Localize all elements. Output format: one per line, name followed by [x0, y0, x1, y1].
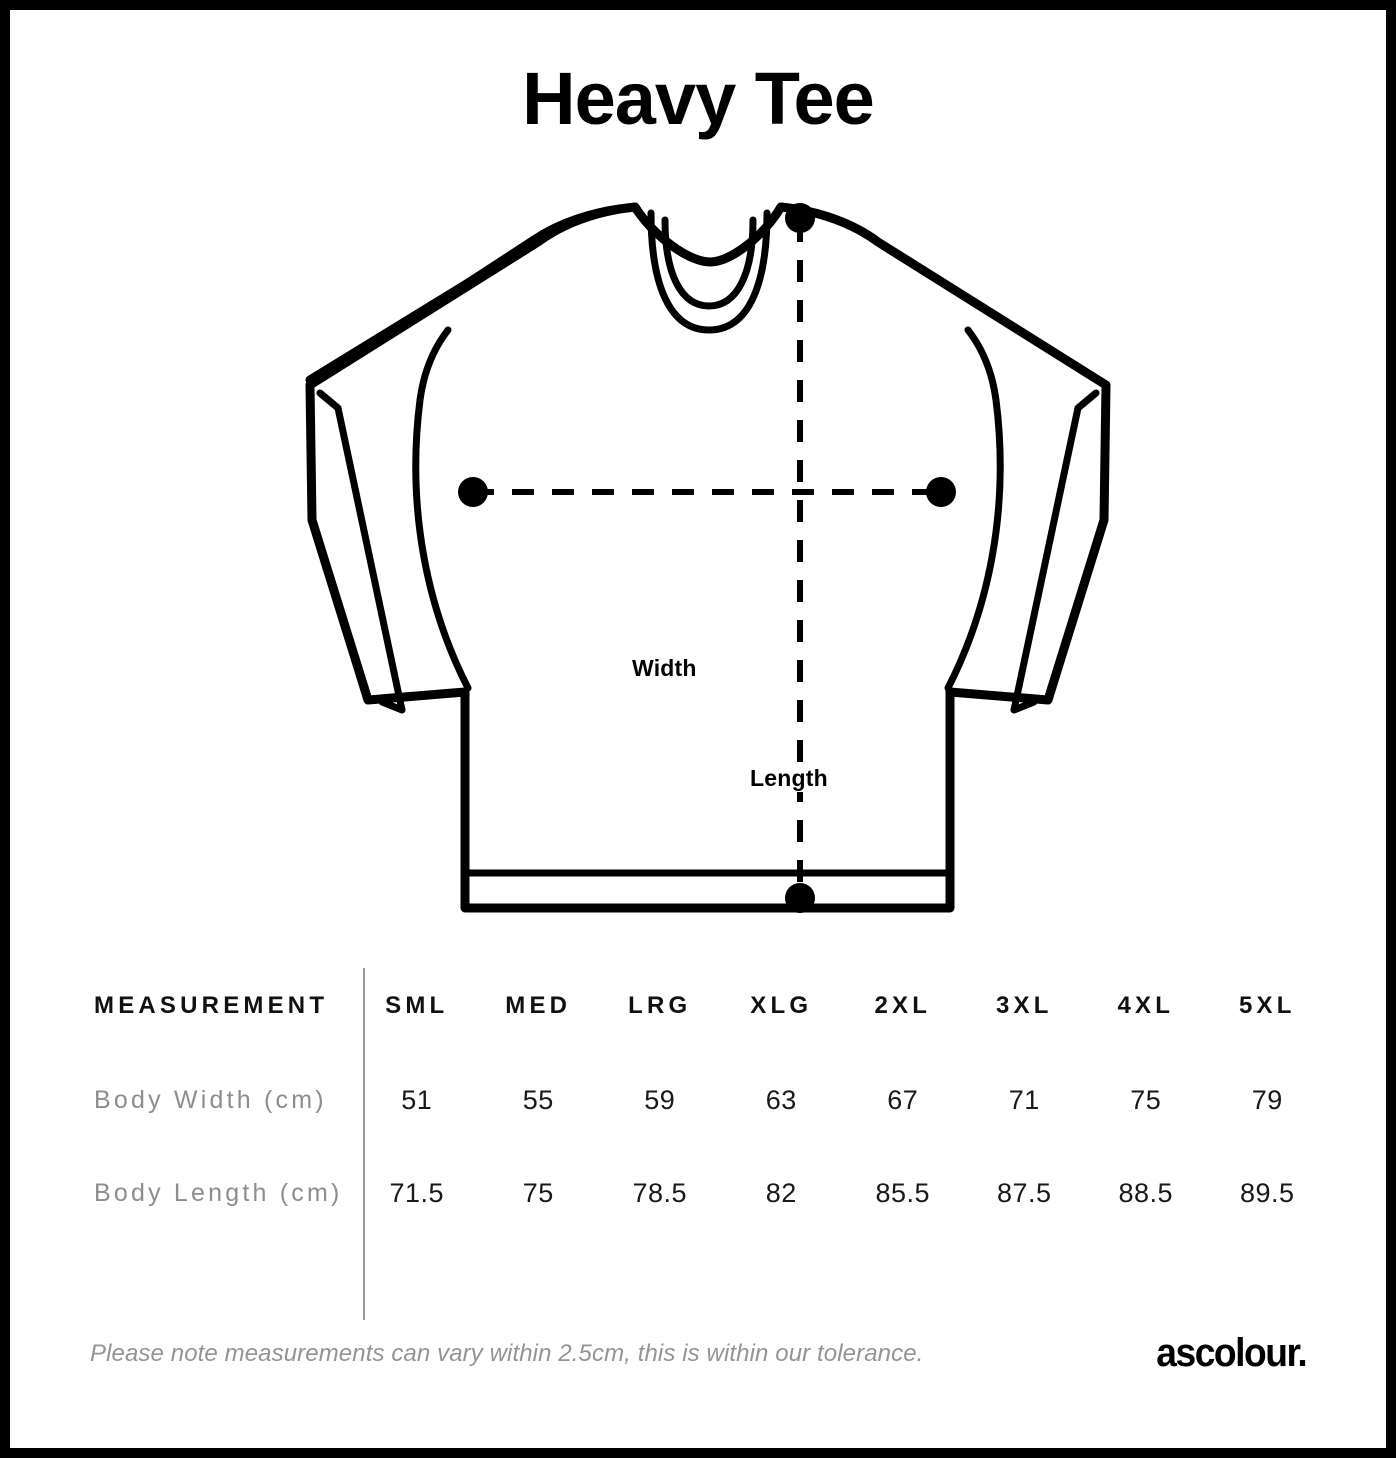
column-header-sml: SML — [385, 992, 449, 1019]
measure-point-dot — [458, 477, 488, 507]
cell-body-length-med: 75 — [522, 1178, 554, 1208]
cell-body-width-med: 55 — [522, 1085, 554, 1115]
brand-logo: ascolour. — [1156, 1331, 1307, 1375]
measure-point-dot — [785, 883, 815, 913]
width-label: Width — [625, 655, 704, 682]
column-header-lrg: LRG — [628, 992, 692, 1019]
row-label-body-width: Body Width (cm) — [94, 1086, 327, 1114]
footer: Please note measurements can vary within… — [10, 1331, 1386, 1400]
cell-body-width-5xl: 79 — [1251, 1085, 1283, 1115]
column-header-2xl: 2XL — [874, 992, 932, 1019]
cell-body-width-sml: 51 — [401, 1085, 433, 1115]
column-header-5xl: 5XL — [1238, 992, 1296, 1019]
cell-body-length-sml: 71.5 — [389, 1178, 445, 1208]
table-row: Body Width (cm) 51 55 59 63 — [90, 1054, 1328, 1147]
cell-body-length-3xl: 87.5 — [996, 1178, 1052, 1208]
column-header-4xl: 4XL — [1117, 992, 1175, 1019]
cell-body-width-4xl: 75 — [1130, 1085, 1162, 1115]
cell-body-width-3xl: 71 — [1008, 1085, 1040, 1115]
cell-body-length-lrg: 78.5 — [632, 1178, 688, 1208]
table-row: Body Length (cm) 71.5 75 78.5 82 — [90, 1147, 1328, 1240]
cell-body-length-xlg: 82 — [765, 1178, 797, 1208]
page-title: Heavy Tee — [522, 57, 875, 140]
cell-body-length-4xl: 88.5 — [1118, 1178, 1174, 1208]
cell-body-width-xlg: 63 — [765, 1085, 797, 1115]
cell-body-length-2xl: 85.5 — [875, 1178, 931, 1208]
column-header-measurement: MEASUREMENT — [94, 992, 329, 1019]
column-header-med: MED — [505, 992, 572, 1019]
garment-diagram: Width Length — [10, 180, 1386, 950]
cell-body-width-2xl: 67 — [887, 1085, 919, 1115]
size-table: MEASUREMENT SML MED LRG XLG — [90, 958, 1328, 1240]
tshirt-outline-icon — [305, 202, 1111, 913]
row-label-body-length: Body Length (cm) — [94, 1179, 343, 1207]
table-header-row: MEASUREMENT SML MED LRG XLG — [90, 958, 1328, 1054]
table-column-divider — [363, 968, 365, 1320]
column-header-xlg: XLG — [750, 992, 813, 1019]
measure-point-dot — [785, 203, 815, 233]
cell-body-length-5xl: 89.5 — [1239, 1178, 1295, 1208]
chart-canvas: Heavy Tee — [10, 10, 1386, 1448]
measure-point-dot — [926, 477, 956, 507]
size-table-wrap: MEASUREMENT SML MED LRG XLG — [10, 958, 1386, 1330]
column-header-3xl: 3XL — [995, 992, 1053, 1019]
cell-body-width-lrg: 59 — [644, 1085, 676, 1115]
tolerance-note: Please note measurements can vary within… — [90, 1340, 924, 1367]
length-label: Length — [743, 765, 835, 792]
